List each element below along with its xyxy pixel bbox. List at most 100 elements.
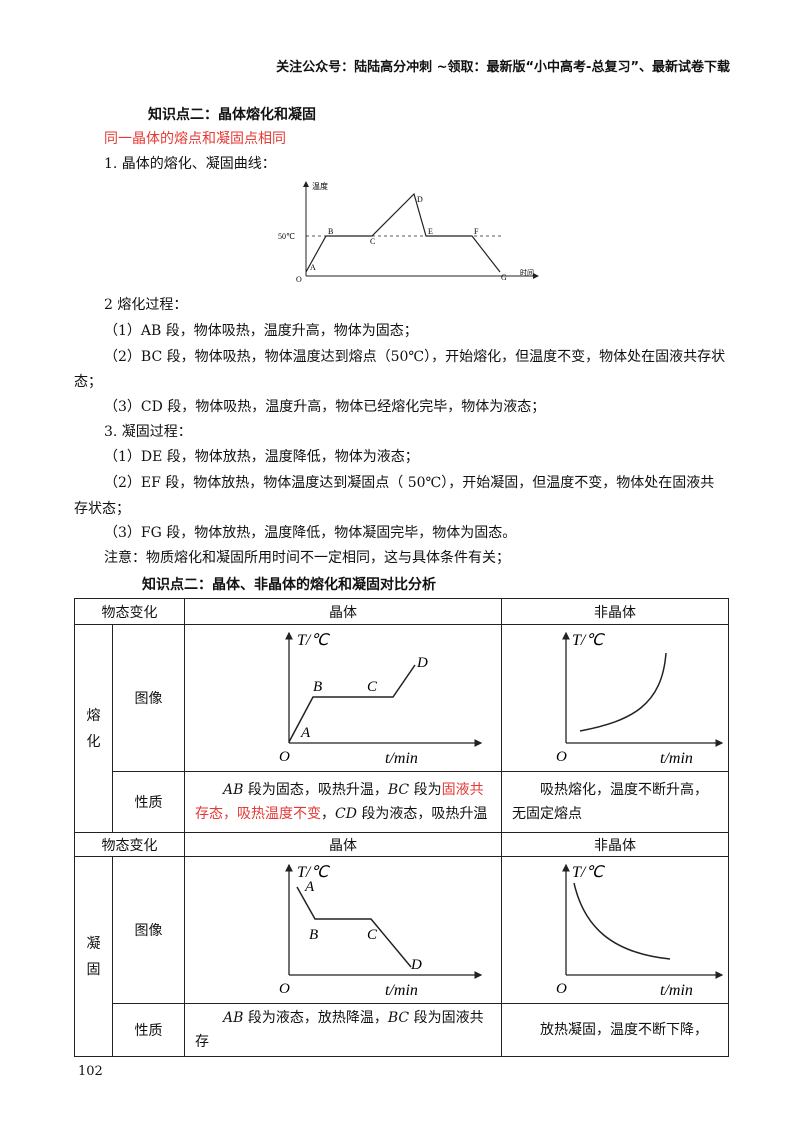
point-F: F bbox=[474, 227, 479, 236]
point-B: B bbox=[313, 679, 322, 695]
table-row: 凝 固 图像 T/℃ t/min O A B C D T/℃ bbox=[74, 856, 729, 1057]
header-state: 物态变化 bbox=[74, 832, 185, 857]
melt-line-3: 态； bbox=[74, 374, 102, 390]
crystal-melt-curve bbox=[288, 664, 416, 743]
point-B: B bbox=[309, 927, 318, 943]
freeze-label-1: 凝 bbox=[86, 935, 101, 952]
prop-ab: AB bbox=[223, 1010, 244, 1026]
prop-text: 段为 bbox=[409, 782, 442, 798]
origin-label: O bbox=[556, 981, 567, 997]
point-A: A bbox=[310, 263, 316, 272]
melt-label-2: 化 bbox=[86, 733, 101, 750]
point-A: A bbox=[300, 725, 311, 741]
prop-line-1: 吸热熔化，温度不断升高， bbox=[540, 782, 708, 798]
origin-label: O bbox=[279, 981, 290, 997]
prop-line-1: 放热凝固，温度不断下降， bbox=[540, 1022, 708, 1038]
freeze-noncrystal-prop: 放热凝固，温度不断下降， bbox=[501, 1003, 729, 1057]
note-text: 注意：物质熔化和凝固所用时间不一定相同，这与具体条件有关； bbox=[104, 550, 510, 566]
table-row: 物态变化 晶体 非晶体 bbox=[74, 598, 729, 625]
axis-time-label: t/min bbox=[385, 750, 418, 767]
melt-line-1: （1）AB 段，物体吸热，温度升高，物体为固态； bbox=[104, 323, 418, 339]
origin-label: O bbox=[279, 749, 290, 765]
graph-ylabel: 温度 bbox=[312, 181, 328, 191]
table-row: 性质 AB 段为固态，吸热升温，BC 段为固液共存态，吸热温度不变，CD 段为液… bbox=[75, 771, 729, 833]
page-header: 关注公众号：陆陆高分冲刺 ~领取：最新版“小中高考-总复习”、最新试卷下载 bbox=[276, 60, 730, 75]
table-row: 熔 化 图像 T/℃ t/min O A B C D T/℃ bbox=[74, 624, 729, 833]
point-O: O bbox=[296, 275, 302, 284]
highlight-text: 同一晶体的熔点和凝固点相同 bbox=[104, 131, 286, 147]
header-crystal: 晶体 bbox=[184, 598, 502, 625]
point-D: D bbox=[417, 195, 423, 204]
table-row: 物态变化 晶体 非晶体 bbox=[74, 832, 729, 857]
melt-label-1: 熔 bbox=[86, 707, 101, 724]
point-C: C bbox=[367, 679, 378, 695]
melt-label: 熔 化 bbox=[74, 624, 113, 833]
graph-xlabel: 时间 bbox=[520, 268, 534, 277]
prop-highlight: 固液共存态，吸热温度不变 bbox=[195, 782, 484, 822]
temperature-curve bbox=[305, 192, 501, 273]
prop-cd: CD bbox=[335, 806, 357, 822]
crystal-freeze-curve bbox=[296, 886, 412, 968]
freeze-label: 凝 固 bbox=[74, 856, 113, 1057]
comparison-table: 物态变化 晶体 非晶体 熔 化 图像 T/℃ t/min O A B C D bbox=[74, 598, 729, 1057]
prop-bc: BC bbox=[387, 1010, 410, 1026]
item1-text: 1. 晶体的熔化、凝固曲线： bbox=[104, 156, 276, 172]
noncrystal-melt-curve bbox=[579, 652, 667, 732]
section1-title: 知识点二：晶体熔化和凝固 bbox=[148, 107, 316, 123]
prop-text: 段为液态，放热降温， bbox=[243, 1010, 388, 1026]
freeze-crystal-cell: T/℃ t/min O A B C D bbox=[184, 856, 502, 1004]
freeze-line-2: （2）EF 段，物体放热，物体温度达到凝固点（ 50℃），开始凝固，但温度不变，… bbox=[104, 475, 715, 491]
point-E: E bbox=[428, 227, 433, 236]
section2-title: 知识点二：晶体、非晶体的熔化和凝固对比分析 bbox=[142, 577, 436, 593]
prop-label: 性质 bbox=[112, 771, 185, 833]
axis-time-label: t/min bbox=[385, 982, 418, 999]
melt-line-4: （3）CD 段，物体吸热，温度升高，物体已经熔化完毕，物体为液态； bbox=[104, 399, 546, 415]
prop-text: 段为固液共存 bbox=[195, 1010, 484, 1050]
point-B: B bbox=[328, 227, 333, 236]
header-noncrystal: 非晶体 bbox=[501, 832, 729, 857]
melt-line-2: （2）BC 段，物体吸热，物体温度达到熔点（50℃），开始熔化，但温度不变，物体… bbox=[104, 349, 726, 365]
header-noncrystal: 非晶体 bbox=[501, 598, 729, 625]
axis-time-label: t/min bbox=[660, 750, 693, 767]
prop-bc: BC bbox=[387, 782, 410, 798]
table-row: 性质 AB 段为液态，放热降温，BC 段为固液共存 放热凝固，温度不断下降， bbox=[75, 1003, 729, 1057]
prop-text: ， bbox=[321, 806, 335, 822]
freeze-noncrystal-cell: T/℃ t/min O bbox=[501, 856, 729, 1004]
melt-crystal-prop: AB 段为固态，吸热升温，BC 段为固液共存态，吸热温度不变，CD 段为液态，吸… bbox=[184, 771, 502, 833]
image-label: 图像 bbox=[112, 624, 185, 772]
axis-time-label: t/min bbox=[660, 982, 693, 999]
origin-label: O bbox=[556, 749, 567, 765]
item2-text: 2 熔化过程： bbox=[104, 297, 188, 313]
melt-noncrystal-cell: T/℃ t/min O bbox=[501, 624, 729, 772]
prop-label: 性质 bbox=[112, 1003, 185, 1057]
freeze-line-3: 存状态； bbox=[74, 501, 130, 517]
axis-t-label: T/℃ bbox=[297, 864, 330, 881]
melt-crystal-graph: T/℃ t/min O A B C D bbox=[279, 631, 483, 767]
noncrystal-freeze-curve bbox=[573, 882, 671, 960]
point-C: C bbox=[367, 927, 378, 943]
melt-crystal-cell: T/℃ t/min O A B C D bbox=[184, 624, 502, 772]
image-label: 图像 bbox=[112, 856, 185, 1004]
freeze-line-1: （1）DE 段，物体放热，温度降低，物体为液态； bbox=[104, 449, 419, 465]
graph-temp-label: 50℃ bbox=[278, 232, 295, 241]
prop-text: 段为固态，吸热升温， bbox=[243, 782, 388, 798]
point-D: D bbox=[410, 957, 422, 973]
prop-ab: AB bbox=[223, 782, 244, 798]
point-A: A bbox=[304, 879, 315, 895]
point-D: D bbox=[416, 655, 428, 671]
freeze-noncrystal-graph: T/℃ t/min O bbox=[556, 863, 724, 999]
prop-line-2: 无固定熔点 bbox=[512, 806, 582, 822]
prop-text: 段为液态，吸热升温 bbox=[356, 806, 488, 822]
freeze-label-2: 固 bbox=[86, 961, 101, 978]
point-G: G bbox=[501, 273, 507, 282]
axis-t-label: T/℃ bbox=[297, 632, 330, 649]
melt-noncrystal-prop: 吸热熔化，温度不断升高， 无固定熔点 bbox=[501, 771, 729, 833]
axis-t-label: T/℃ bbox=[572, 632, 605, 649]
melting-curve-graph: 温度 时间 50℃ O A B C D E F G bbox=[278, 181, 539, 284]
axis-t-label: T/℃ bbox=[572, 864, 605, 881]
freeze-crystal-graph: T/℃ t/min O A B C D bbox=[279, 863, 483, 999]
freeze-line-4: （3）FG 段，物体放热，温度降低，物体凝固完毕，物体为固态。 bbox=[104, 525, 517, 541]
item3-text: 3. 凝固过程： bbox=[104, 424, 192, 440]
point-C: C bbox=[370, 237, 375, 246]
melt-noncrystal-graph: T/℃ t/min O bbox=[556, 631, 724, 767]
